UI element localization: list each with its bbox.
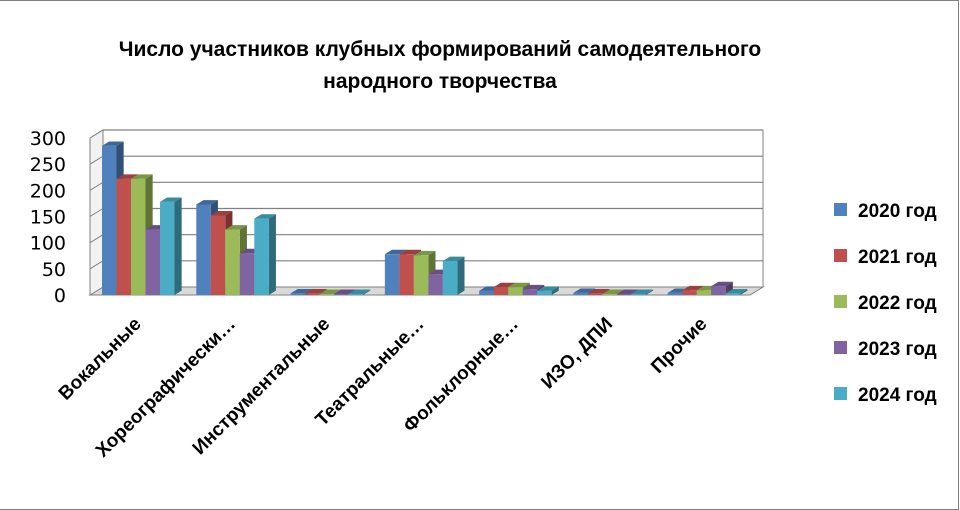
bar-top (290, 289, 313, 294)
y-tick-label: 100 (30, 233, 66, 255)
bar-top (160, 197, 182, 202)
gridline-side (89, 181, 104, 191)
bar-top (616, 289, 639, 294)
bar (696, 290, 712, 295)
bar (102, 145, 117, 295)
bar (305, 293, 320, 295)
bar-top (442, 256, 465, 261)
bar-top (682, 285, 704, 291)
bar-top (348, 289, 371, 294)
bar (145, 229, 160, 295)
bar-top (319, 289, 342, 294)
bar (537, 290, 552, 295)
bar-top (131, 174, 153, 179)
bar (428, 274, 443, 295)
bar (587, 293, 603, 295)
bar-top (508, 282, 530, 288)
bar-top (587, 289, 610, 294)
y-tick-label: 200 (30, 180, 66, 202)
legend-label: 2023 год (858, 339, 937, 360)
legend-label: 2020 год (858, 201, 937, 222)
bar (508, 287, 523, 295)
bar (399, 254, 414, 295)
bar-top (102, 141, 124, 146)
bar-top (522, 284, 545, 290)
bar-top (210, 211, 233, 216)
bar-top (254, 214, 276, 219)
legend-swatch (834, 387, 847, 400)
bar-side (174, 197, 182, 295)
bar-side (740, 289, 748, 295)
bar (384, 254, 400, 295)
gridline-side (89, 234, 104, 244)
bar-top (334, 289, 356, 294)
x-tick-label: Прочие (647, 314, 711, 378)
bar (442, 260, 458, 295)
bar-top (399, 249, 422, 255)
bar (334, 293, 349, 295)
legend-label: 2021 год (858, 247, 937, 268)
bar (225, 229, 240, 295)
y-tick-label: 300 (30, 128, 66, 150)
bar-side (551, 286, 559, 295)
legend-label: 2022 год (858, 293, 937, 314)
bar (239, 253, 255, 295)
y-tick-label: 250 (30, 154, 66, 176)
bar (725, 293, 741, 295)
bar (254, 218, 269, 295)
bar (493, 287, 509, 295)
bar-top (225, 225, 247, 230)
bar-top (305, 289, 327, 294)
bar-top (196, 200, 218, 205)
chart-title: Число участников клубных формирований са… (118, 38, 762, 93)
bar (210, 215, 226, 295)
bar (522, 289, 538, 295)
bar (319, 293, 335, 295)
bar-side (645, 289, 654, 295)
bar (616, 293, 632, 295)
legend-label: 2024 год (858, 385, 937, 406)
bar (160, 201, 175, 295)
bar (348, 293, 364, 295)
bar (479, 290, 494, 295)
bar (196, 204, 211, 295)
bar-top (631, 289, 654, 294)
bar-side (457, 256, 465, 295)
bar (413, 255, 429, 295)
gridline-side (89, 260, 104, 270)
bar (602, 293, 617, 295)
bar (667, 292, 683, 295)
bar-top (493, 282, 516, 288)
x-tick-label: ИЗО, ДПИ (538, 314, 618, 394)
bar (290, 293, 306, 295)
bar (711, 286, 726, 295)
bar-top (537, 286, 559, 291)
bar-top (116, 174, 139, 179)
legend-swatch (834, 203, 847, 216)
legend-swatch (834, 249, 847, 262)
y-tick-label: 50 (42, 259, 66, 281)
bar-top (725, 289, 748, 294)
bar-top (602, 289, 625, 294)
bar (573, 292, 588, 295)
gridline-side (89, 208, 104, 217)
bar-top (711, 281, 733, 287)
bar-side (363, 289, 371, 295)
bar (116, 178, 131, 295)
bar (682, 290, 697, 295)
bar (631, 293, 646, 295)
gridline-side (89, 155, 104, 165)
x-tick-label: Вокальные (55, 314, 146, 405)
bar-top (413, 250, 436, 256)
bar-side (268, 214, 276, 295)
bar (131, 178, 146, 295)
legend-swatch (834, 341, 847, 354)
gridline-side (89, 129, 104, 139)
legend-swatch (834, 295, 847, 308)
y-tick-label: 150 (30, 207, 66, 229)
bar-top (573, 288, 596, 293)
bar-top (384, 249, 407, 255)
y-tick-label: 0 (54, 285, 66, 307)
